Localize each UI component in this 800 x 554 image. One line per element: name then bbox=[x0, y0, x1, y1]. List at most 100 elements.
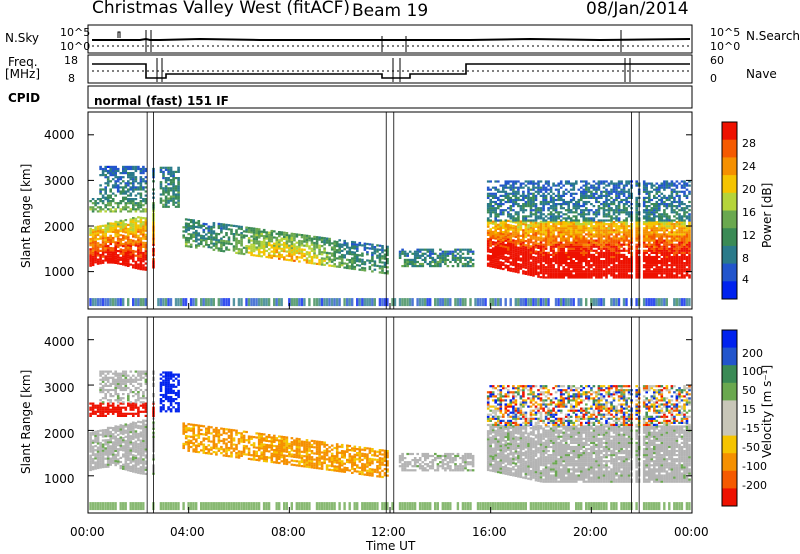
heatmap-cell bbox=[461, 262, 465, 266]
heatmap-cell bbox=[655, 211, 659, 214]
heatmap-cell bbox=[519, 243, 523, 246]
heatmap-cell bbox=[642, 245, 646, 248]
heatmap-cell bbox=[215, 234, 218, 237]
heatmap-cell bbox=[685, 241, 689, 244]
heatmap-cell bbox=[575, 268, 578, 271]
heatmap-cell bbox=[486, 192, 490, 195]
heatmap-cell bbox=[479, 298, 482, 307]
heatmap-cell bbox=[303, 259, 306, 262]
heatmap-cell bbox=[549, 215, 553, 218]
heatmap-cell bbox=[569, 231, 573, 234]
heatmap-cell bbox=[653, 221, 656, 224]
heatmap-cell bbox=[675, 253, 679, 256]
heatmap-cell bbox=[650, 209, 654, 212]
heatmap-cell bbox=[366, 251, 369, 254]
heatmap-cell bbox=[595, 270, 598, 273]
heatmap-cell bbox=[381, 251, 384, 254]
heatmap-cell bbox=[622, 190, 626, 193]
heatmap-cell bbox=[554, 211, 558, 214]
heatmap-cell bbox=[137, 238, 140, 241]
heatmap-cell bbox=[514, 227, 518, 230]
heatmap-cell bbox=[144, 246, 148, 249]
heatmap-cell bbox=[569, 245, 573, 248]
heatmap-cell bbox=[685, 247, 689, 250]
heatmap-cell bbox=[575, 225, 578, 228]
heatmap-cell bbox=[101, 261, 105, 264]
heatmap-cell bbox=[167, 170, 170, 173]
heatmap-cell bbox=[114, 241, 117, 244]
heatmap-cell bbox=[486, 262, 490, 265]
heatmap-cell bbox=[416, 254, 419, 257]
heatmap-cell bbox=[522, 245, 525, 248]
heatmap-cell bbox=[552, 215, 555, 218]
heatmap-cell bbox=[386, 253, 389, 257]
heatmap-cell bbox=[99, 190, 102, 193]
heatmap-cell bbox=[602, 231, 606, 234]
heatmap-cell bbox=[577, 247, 581, 250]
heatmap-cell bbox=[660, 217, 664, 220]
heatmap-cell bbox=[132, 229, 135, 232]
heatmap-cell bbox=[539, 261, 543, 264]
heatmap-cell bbox=[499, 255, 503, 258]
heatmap-cell bbox=[346, 262, 349, 265]
heatmap-cell bbox=[668, 247, 671, 250]
heatmap-cell bbox=[383, 261, 387, 264]
heatmap-cell bbox=[169, 183, 173, 186]
heatmap-cell bbox=[547, 192, 550, 195]
heatmap-cell bbox=[585, 257, 588, 261]
heatmap-cell bbox=[663, 221, 666, 224]
heatmap-cell bbox=[635, 203, 638, 206]
heatmap-cell bbox=[200, 240, 203, 244]
heatmap-cell bbox=[622, 274, 626, 277]
heatmap-cell bbox=[552, 233, 555, 236]
heatmap-cell bbox=[680, 247, 684, 250]
heatmap-cell bbox=[127, 210, 130, 213]
heatmap-cell bbox=[89, 258, 92, 261]
heatmap-cell bbox=[104, 182, 107, 185]
heatmap-cell bbox=[122, 259, 125, 262]
heatmap-cell bbox=[577, 221, 581, 224]
heatmap-cell bbox=[200, 298, 203, 307]
heatmap-cell bbox=[673, 274, 676, 277]
heatmap-cell bbox=[612, 217, 616, 220]
heatmap-cell bbox=[285, 244, 289, 247]
heatmap-cell bbox=[267, 241, 271, 245]
heatmap-cell bbox=[519, 267, 523, 270]
heatmap-cell bbox=[673, 235, 676, 238]
heatmap-cell bbox=[683, 192, 686, 195]
heatmap-cell bbox=[665, 260, 669, 263]
heatmap-cell bbox=[162, 203, 165, 206]
heatmap-cell bbox=[159, 201, 163, 204]
heatmap-cell bbox=[225, 227, 228, 231]
heatmap-cell bbox=[663, 194, 666, 197]
heatmap-cell bbox=[167, 187, 170, 190]
heatmap-cell bbox=[499, 267, 503, 270]
heatmap-cell bbox=[507, 211, 510, 214]
heatmap-cell bbox=[648, 231, 651, 234]
heatmap-cell bbox=[124, 253, 128, 257]
heatmap-cell bbox=[653, 237, 656, 240]
heatmap-cell bbox=[109, 200, 112, 203]
heatmap-cell bbox=[124, 182, 128, 185]
heatmap-cell bbox=[582, 219, 586, 222]
heatmap-cell bbox=[489, 198, 492, 202]
heatmap-cell bbox=[572, 188, 576, 191]
heatmap-cell bbox=[225, 232, 228, 235]
heatmap-cell bbox=[620, 211, 623, 214]
heatmap-cell bbox=[220, 231, 223, 234]
heatmap-cell bbox=[554, 243, 558, 246]
heatmap-cell bbox=[635, 231, 638, 234]
heatmap-cell bbox=[137, 208, 140, 211]
heatmap-cell bbox=[655, 233, 659, 236]
heatmap-cell bbox=[215, 236, 218, 239]
heatmap-cell bbox=[509, 240, 513, 243]
heatmap-cell bbox=[313, 254, 316, 257]
heatmap-cell bbox=[675, 225, 679, 228]
heatmap-cell bbox=[502, 190, 505, 193]
heatmap-cell bbox=[673, 182, 676, 185]
heatmap-cell bbox=[585, 274, 588, 277]
heatmap-cell bbox=[124, 219, 128, 222]
heatmap-cell bbox=[459, 248, 462, 251]
heatmap-cell bbox=[658, 237, 661, 240]
heatmap-cell bbox=[655, 270, 659, 273]
